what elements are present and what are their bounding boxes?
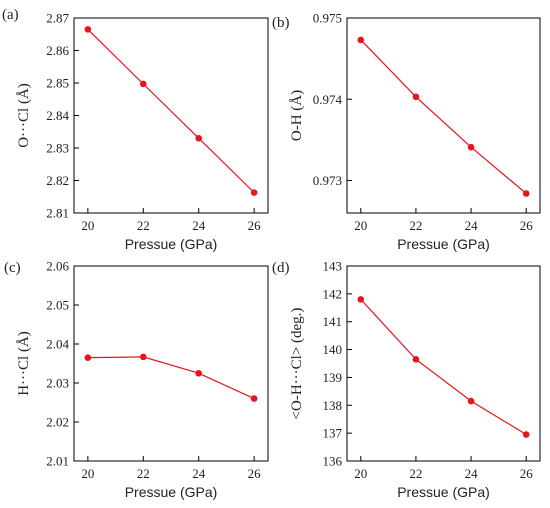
x-tick-label: 24 [465, 466, 479, 481]
x-tick-label: 26 [520, 466, 534, 481]
panel-label: (c) [4, 260, 21, 276]
x-tick-label: 24 [192, 466, 206, 481]
data-point [357, 36, 365, 44]
x-tick-label: 22 [137, 218, 150, 233]
plot-frame [73, 17, 269, 214]
y-axis-title: H···Cl (Å) [16, 331, 32, 396]
data-point [195, 134, 203, 142]
y-tick-label: 140 [323, 342, 343, 357]
data-point [84, 354, 92, 361]
y-tick-label: 143 [323, 259, 343, 274]
chart-panel-4: 20 22 24 26 136 137 138 139 140 141 142 143 Pressue … [272, 259, 541, 500]
x-axis-title: Pressue (GPa) [397, 236, 490, 252]
y-tick-label: 2.01 [46, 454, 69, 469]
y-tick-label: 137 [323, 426, 343, 441]
data-point [250, 395, 258, 402]
y-tick-label: 2.03 [46, 376, 69, 391]
y-tick-label: 2.83 [46, 141, 69, 156]
y-tick-label: 2.02 [46, 415, 69, 430]
y-tick-label: 2.05 [46, 298, 69, 313]
y-tick-label: 2.84 [46, 108, 69, 123]
plot-frame [346, 265, 541, 462]
y-tick-label: 2.87 [46, 11, 69, 26]
y-tick-label: 2.06 [46, 259, 69, 274]
data-point [467, 143, 475, 151]
y-tick-label: 0.975 [313, 11, 342, 26]
plot-frame [73, 265, 269, 462]
y-tick-label: 2.86 [46, 43, 69, 58]
y-tick-label: 139 [323, 370, 343, 385]
data-point [522, 431, 530, 438]
x-tick-label: 26 [248, 218, 262, 233]
y-tick-label: 2.81 [46, 206, 69, 221]
panel-label: (b) [272, 15, 290, 31]
data-point [139, 80, 147, 88]
x-tick-label: 20 [354, 466, 367, 481]
x-axis-title: Pressue (GPa) [397, 484, 490, 500]
x-tick-label: 22 [409, 466, 422, 481]
chart-panel-3: 20 22 24 26 2.01 2.02 2.03 2.04 2.05 2.06 Pressue … [4, 259, 269, 500]
x-tick-label: 24 [465, 218, 479, 233]
x-tick-label: 22 [137, 466, 150, 481]
y-tick-label: 138 [323, 398, 343, 413]
y-axis-title: O···Cl (Å) [16, 83, 32, 148]
x-tick-label: 26 [248, 466, 262, 481]
data-point [139, 353, 147, 361]
data-point [412, 356, 420, 363]
x-tick-label: 20 [81, 218, 94, 233]
x-tick-label: 20 [354, 218, 367, 233]
y-tick-label: 2.82 [46, 173, 69, 188]
data-point [467, 397, 475, 405]
series-line [360, 298, 527, 436]
x-tick-label: 22 [409, 218, 422, 233]
chart-panel-2: 20 22 24 26 0.973 0.974 0.975 Pressue (GPa) O-H … [272, 11, 541, 252]
y-tick-label: 136 [323, 454, 343, 469]
data-point [357, 296, 365, 303]
data-point [250, 189, 258, 196]
series-line [87, 356, 255, 400]
x-tick-label: 20 [81, 466, 94, 481]
data-point [522, 190, 530, 197]
series-line [87, 28, 255, 193]
data-point [84, 26, 92, 33]
panel-label: (a) [2, 7, 19, 23]
y-axis-title: <O-H···Cl> (deg.) [289, 308, 305, 420]
x-axis-title: Pressue (GPa) [125, 484, 218, 500]
y-tick-label: 2.85 [46, 76, 69, 91]
series-line [360, 39, 527, 194]
chart-panel-1: 20 22 24 26 2.81 2.82 2.83 2.84 2.85 2.86 2.87 Pres… [2, 7, 269, 252]
x-axis-title: Pressue (GPa) [125, 236, 218, 252]
plot-frame [346, 17, 541, 214]
panel-label: (d) [272, 260, 290, 276]
x-tick-label: 26 [520, 218, 534, 233]
data-point [195, 369, 203, 377]
y-tick-label: 142 [323, 286, 343, 301]
data-point [412, 93, 420, 101]
x-tick-label: 24 [192, 218, 206, 233]
y-tick-label: 0.974 [313, 92, 343, 107]
y-tick-label: 0.973 [313, 173, 342, 188]
y-tick-label: 2.04 [46, 337, 69, 352]
y-axis-title: O-H (Å) [289, 90, 305, 141]
y-tick-label: 141 [323, 314, 343, 329]
